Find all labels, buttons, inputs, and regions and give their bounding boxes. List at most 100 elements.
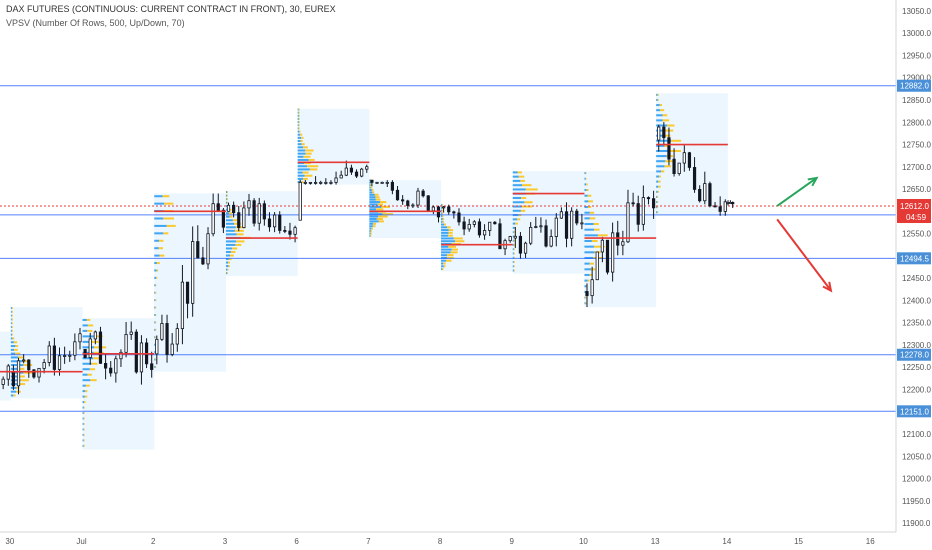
poc-lines <box>0 143 728 373</box>
volume-up-bar <box>297 124 299 127</box>
arrow-up[interactable] <box>776 177 818 207</box>
volume-down-bar <box>298 111 300 114</box>
volume-down-bar <box>229 254 234 257</box>
volume-down-bar <box>87 373 92 376</box>
volume-up-bar <box>225 258 229 261</box>
volume-up-bar <box>10 383 20 386</box>
volume-up-bar <box>584 251 595 254</box>
volume-up-bar <box>82 406 84 409</box>
candle-body <box>570 210 574 239</box>
volume-up-bar <box>584 302 586 305</box>
y-tick-label: 12850.0 <box>902 96 931 105</box>
volume-profiles <box>0 93 728 450</box>
volume-up-bar <box>297 143 302 146</box>
candle-body <box>564 211 569 239</box>
volume-down-bar <box>298 108 300 111</box>
candle-body <box>298 181 302 221</box>
session-profile-area <box>584 171 657 308</box>
volume-up-bar <box>441 231 449 234</box>
volume-down-bar <box>375 196 380 199</box>
volume-down-bar <box>515 222 518 225</box>
volume-down-bar <box>11 318 13 321</box>
volume-up-bar <box>225 191 228 194</box>
volume-down-bar <box>586 183 588 186</box>
level-price-label: 12882.0 <box>900 82 929 91</box>
x-tick-label: 6 <box>294 537 299 546</box>
volume-up-bar <box>82 379 91 382</box>
volume-down-bar <box>155 321 157 324</box>
volume-up-bar <box>584 194 588 197</box>
volume-up-bar <box>225 194 227 197</box>
volume-up-bar <box>584 228 595 231</box>
volume-up-bar <box>82 417 84 420</box>
volume-up-bar <box>10 310 12 313</box>
volume-up-bar <box>512 256 514 259</box>
volume-down-bar <box>589 273 593 276</box>
candle-body <box>467 223 471 230</box>
volume-down-bar <box>443 265 446 268</box>
volume-down-bar <box>513 256 515 259</box>
volume-down-bar <box>659 109 665 112</box>
volume-up-bar <box>369 227 372 230</box>
candle-body <box>262 203 266 220</box>
volume-up-bar <box>656 149 670 152</box>
y-tick-label: 12900.0 <box>902 74 931 83</box>
volume-down-bar <box>93 335 103 338</box>
level-price-label: 12151.0 <box>900 407 929 416</box>
volume-up-bar <box>297 127 299 130</box>
candle-body <box>472 221 476 225</box>
indicator-label[interactable]: VPSV (Number Of Rows, 500, Up/Down, 70) <box>6 18 185 28</box>
volume-down-bar <box>155 291 157 294</box>
volume-up-bar <box>441 212 443 215</box>
volume-up-bar <box>10 394 14 397</box>
volume-up-bar <box>656 206 658 209</box>
volume-up-bar <box>225 240 237 243</box>
volume-down-bar <box>671 139 682 142</box>
candle-body <box>600 239 604 253</box>
volume-down-bar <box>11 329 13 332</box>
volume-down-bar <box>589 217 596 220</box>
volume-up-bar <box>297 165 307 168</box>
volume-up-bar <box>512 188 526 191</box>
volume-up-bar <box>10 345 16 348</box>
volume-down-bar <box>11 326 13 329</box>
volume-up-bar <box>441 262 444 265</box>
volume-down-bar <box>155 358 157 361</box>
volume-up-bar <box>154 232 164 235</box>
volume-up-bar <box>154 321 156 324</box>
level-price-badge <box>897 405 931 418</box>
volume-down-bar <box>164 202 174 205</box>
candle-body <box>621 241 625 246</box>
volume-up-bar <box>656 98 658 101</box>
candle-body <box>462 221 466 230</box>
volume-down-bar <box>234 229 244 232</box>
volume-down-bar <box>163 232 169 235</box>
volume-up-bar <box>297 174 305 177</box>
candle-body <box>303 181 307 184</box>
volume-up-bar <box>297 114 299 117</box>
level-price-badge <box>897 79 931 92</box>
volume-down-bar <box>442 209 444 212</box>
y-tick-label: 11900.0 <box>902 519 931 528</box>
volume-up-bar <box>154 351 156 354</box>
session-profile-area <box>154 193 226 372</box>
volume-down-bar <box>669 149 681 152</box>
volume-down-bar <box>521 205 533 208</box>
volume-down-bar <box>663 134 671 137</box>
candle-body <box>160 323 164 340</box>
candle-body <box>78 333 82 343</box>
candle-body <box>63 355 67 357</box>
candle-body <box>344 167 348 176</box>
arrow-down[interactable] <box>776 218 832 292</box>
volume-down-bar <box>301 136 304 139</box>
volume-down-bar <box>513 265 515 268</box>
volume-down-bar <box>299 133 303 136</box>
volume-down-bar <box>235 243 242 246</box>
volume-up-bar <box>369 191 373 194</box>
volume-up-bar <box>154 343 156 346</box>
volume-down-bar <box>585 302 587 305</box>
candle-body <box>237 212 241 228</box>
candle-body <box>313 181 318 184</box>
volume-down-bar <box>83 439 85 442</box>
